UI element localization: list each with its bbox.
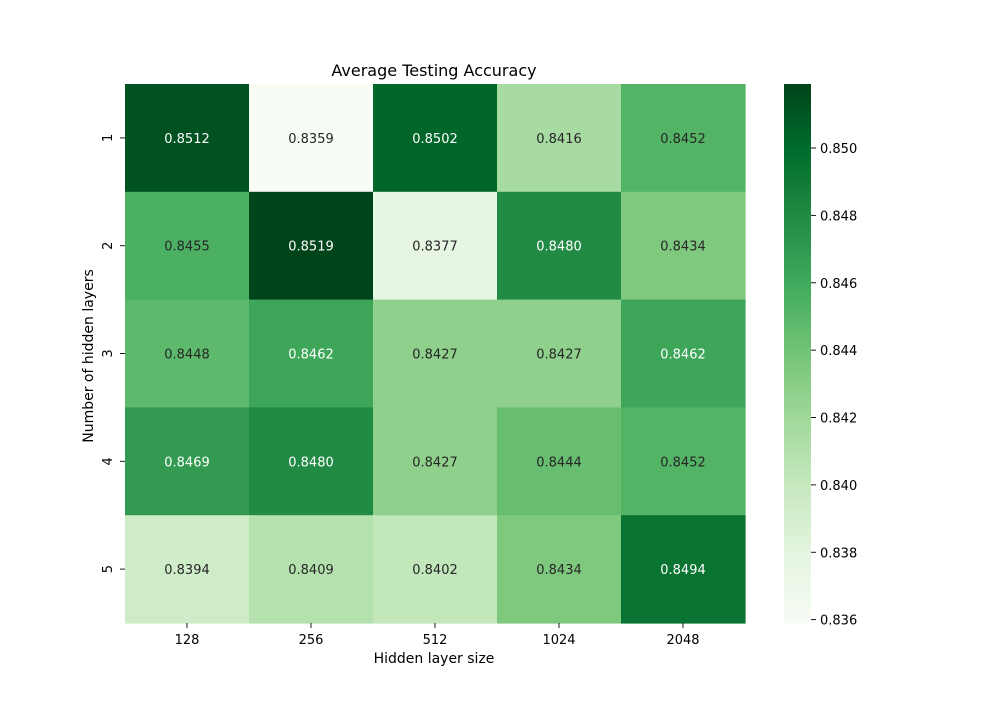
heatmap-cell [373,84,498,193]
cell-value-label: 0.8462 [660,348,706,363]
cell-value-label: 0.8502 [412,132,458,147]
heatmap-cell [621,299,746,408]
cell-value-label: 0.8469 [164,455,210,470]
cell-annotations: 0.8512 0.8359 0.8502 0.8416 0.8452 0.8455 0.85… [164,132,706,578]
y-tick-label: 1 [101,134,116,142]
chart-title: Average Testing Accuracy [331,61,536,80]
y-tick-label: 4 [101,457,116,465]
heatmap-cell [125,84,250,193]
cell-value-label: 0.8462 [288,348,334,363]
cell-value-label: 0.8452 [660,455,706,470]
cell-value-label: 0.8427 [412,348,458,363]
heatmap-cell [249,191,374,301]
heatmap-cell [249,515,374,624]
colorbar-tick-label: 0.848 [820,209,857,224]
cell-value-label: 0.8377 [412,240,458,255]
x-axis: 128 256 512 1024 2048 [175,623,700,648]
colorbar-gradient [784,84,811,623]
heatmap-cell [497,407,622,516]
cell-value-label: 0.8455 [164,240,210,255]
y-tick-label: 3 [101,349,116,357]
y-axis-label: Number of hidden layers [81,269,97,443]
cell-value-label: 0.8512 [164,132,210,147]
x-tick-label: 2048 [666,633,699,648]
heatmap-cell [125,191,250,301]
cell-value-label: 0.8434 [536,563,582,578]
cell-value-label: 0.8444 [536,455,582,470]
cell-value-label: 0.8448 [164,348,210,363]
cell-value-label: 0.8409 [288,563,334,578]
heatmap-cell [497,515,622,624]
cell-value-label: 0.8480 [288,455,334,470]
heatmap-cells [125,84,746,624]
heatmap-cell [125,407,250,516]
heatmap-cell [621,407,746,516]
cell-value-label: 0.8402 [412,563,458,578]
heatmap-cell [125,515,250,624]
colorbar-tick-label: 0.846 [820,277,857,292]
heatmap-cell [497,299,622,408]
heatmap-cell [373,191,498,301]
colorbar-tick-label: 0.842 [820,412,857,427]
cell-value-label: 0.8434 [660,240,706,255]
y-tick-label: 2 [101,242,116,250]
cell-value-label: 0.8494 [660,563,706,578]
heatmap-cell [497,84,622,193]
x-tick-label: 256 [299,633,324,648]
cell-value-label: 0.8416 [536,132,582,147]
heatmap-cell [249,407,374,516]
heatmap-cell [249,299,374,408]
y-axis: 1 2 3 4 5 [101,134,125,573]
heatmap-cell [621,515,746,624]
cell-value-label: 0.8480 [536,240,582,255]
heatmap-cell [373,407,498,516]
cell-value-label: 0.8394 [164,563,210,578]
colorbar-tick-label: 0.850 [820,142,857,157]
colorbar-tick-label: 0.844 [820,344,857,359]
heatmap-cell [621,191,746,301]
cell-value-label: 0.8519 [288,240,334,255]
x-axis-label: Hidden layer size [374,651,495,667]
cell-value-label: 0.8427 [412,455,458,470]
x-tick-label: 128 [175,633,200,648]
heatmap-cell [497,191,622,301]
heatmap-cell [621,84,746,193]
cell-value-label: 0.8359 [288,132,334,147]
colorbar-ticks: 0.836 0.838 0.840 0.842 0.844 0.846 0.848 0.850 [811,142,857,629]
heatmap-cell [125,299,250,408]
heatmap-cell [249,84,374,193]
heatmap-cell [373,515,498,624]
colorbar-tick-label: 0.836 [820,614,857,629]
y-tick-label: 5 [101,565,116,573]
colorbar-tick-label: 0.840 [820,479,857,494]
x-tick-label: 1024 [542,633,575,648]
heatmap-cell [373,299,498,408]
x-tick-label: 512 [423,633,448,648]
cell-value-label: 0.8452 [660,132,706,147]
colorbar: 0.836 0.838 0.840 0.842 0.844 0.846 0.848 0.850 [784,84,857,629]
colorbar-tick-label: 0.838 [820,546,857,561]
cell-value-label: 0.8427 [536,348,582,363]
